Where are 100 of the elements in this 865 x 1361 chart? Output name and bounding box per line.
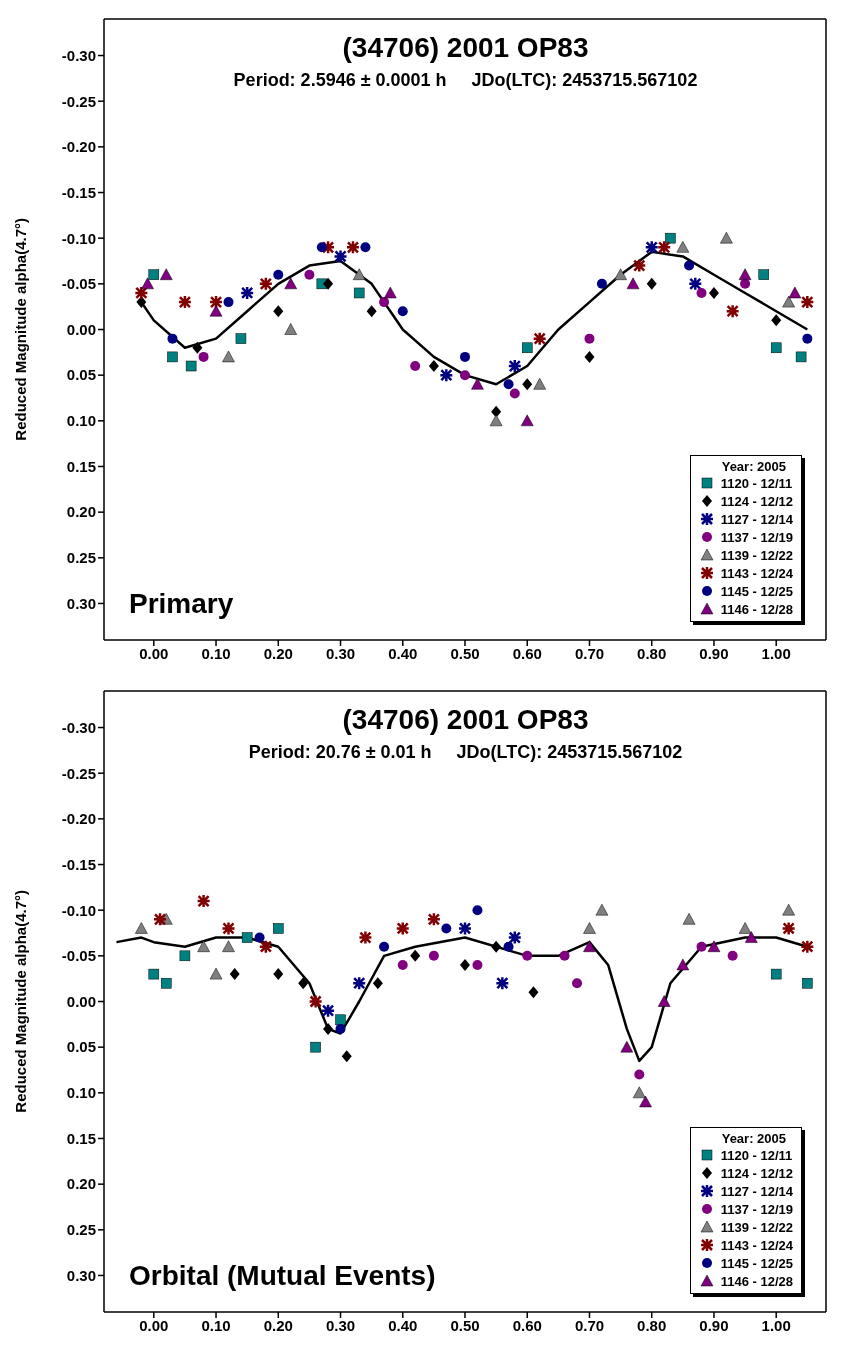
- point: [284, 277, 297, 290]
- point: [727, 950, 738, 961]
- point: [583, 922, 596, 934]
- legend-label: 1145 - 12/25: [720, 583, 793, 599]
- y-tick-label: -0.30: [61, 46, 96, 64]
- point: [684, 260, 695, 271]
- legend-title: Year: 2005: [720, 1131, 787, 1146]
- point: [366, 305, 377, 318]
- point: [491, 940, 502, 953]
- point: [397, 959, 408, 970]
- x-tick-label: 0.80: [637, 1316, 667, 1334]
- point: [316, 242, 327, 253]
- point: [179, 950, 191, 962]
- x-tick-label: 0.50: [450, 1316, 480, 1334]
- y-axis-title: Reduced Magnitude alpha(4.7°): [12, 889, 29, 1113]
- point: [196, 893, 211, 909]
- point: [273, 305, 284, 318]
- point: [235, 333, 247, 344]
- x-tick-label: 0.90: [699, 1316, 729, 1334]
- point: [633, 1086, 646, 1099]
- legend-label: 1143 - 12/24: [720, 565, 793, 581]
- legend-label: 1137 - 12/19: [720, 529, 793, 545]
- point: [507, 930, 523, 945]
- x-tick-label: 0.80: [637, 644, 667, 662]
- point: [626, 277, 640, 290]
- point: [134, 285, 149, 301]
- point: [185, 360, 197, 372]
- point: [471, 378, 484, 390]
- point: [682, 913, 696, 925]
- point: [308, 994, 323, 1009]
- point: [310, 1041, 321, 1053]
- point: [209, 967, 223, 980]
- legend-label: 1127 - 12/14: [720, 1183, 793, 1199]
- y-tick-label: 0.20: [66, 503, 96, 521]
- point: [507, 358, 523, 374]
- point: [720, 231, 733, 244]
- y-tick-label: 0.05: [66, 366, 96, 384]
- point: [639, 1095, 652, 1108]
- y-tick-label: -0.05: [61, 947, 96, 965]
- point: [335, 1023, 346, 1034]
- x-tick-label: 0.00: [139, 1316, 169, 1334]
- point: [273, 968, 284, 981]
- point: [223, 297, 234, 308]
- point: [148, 269, 160, 280]
- point: [782, 295, 795, 308]
- x-tick-label: 0.90: [699, 644, 729, 662]
- point: [460, 958, 470, 971]
- point: [304, 269, 315, 280]
- legend-label: 1146 - 12/28: [720, 601, 793, 617]
- y-tick-label: -0.15: [61, 183, 96, 201]
- y-tick-label: -0.10: [61, 229, 96, 247]
- point: [358, 930, 373, 945]
- point: [352, 268, 366, 280]
- legend-title: Year: 2005: [720, 459, 787, 474]
- y-tick-label: -0.30: [61, 718, 96, 736]
- legend-label: 1139 - 12/22: [720, 547, 793, 563]
- x-tick-label: 0.10: [201, 1316, 231, 1334]
- point: [676, 241, 690, 253]
- text: (34706) 2001 OP83: [341, 704, 590, 736]
- point: [802, 333, 813, 344]
- y-tick-label: -0.15: [61, 855, 96, 873]
- point: [410, 361, 421, 372]
- y-tick-label: 0.10: [66, 1084, 96, 1102]
- point: [583, 940, 596, 952]
- point: [284, 323, 297, 335]
- point: [208, 294, 224, 310]
- legend-label: 1124 - 12/12: [720, 493, 793, 509]
- y-tick-label: 0.00: [66, 320, 96, 338]
- x-tick-label: 0.60: [512, 1316, 542, 1334]
- point: [241, 932, 253, 943]
- point: [572, 978, 583, 989]
- point: [410, 949, 421, 962]
- x-tick-label: 1.00: [761, 644, 791, 662]
- legend-label: 1127 - 12/14: [720, 511, 793, 527]
- point: [379, 297, 390, 308]
- point: [229, 968, 240, 981]
- x-tick-label: 0.50: [450, 644, 480, 662]
- point: [397, 306, 408, 317]
- point: [239, 285, 255, 301]
- point: [457, 921, 473, 936]
- point: [688, 276, 703, 292]
- point: [192, 341, 203, 354]
- legend-label: 1145 - 12/25: [720, 1255, 793, 1271]
- point: [725, 303, 740, 319]
- point: [708, 286, 719, 299]
- point: [771, 314, 782, 327]
- legend-label: 1120 - 12/11: [720, 1147, 793, 1163]
- point: [738, 922, 752, 934]
- y-tick-label: 0.30: [66, 594, 96, 612]
- x-tick-label: 0.00: [139, 644, 169, 662]
- legend-label: 1137 - 12/19: [720, 1201, 793, 1217]
- point: [800, 939, 815, 954]
- point: [788, 286, 802, 299]
- point: [333, 249, 348, 264]
- point: [644, 240, 659, 255]
- point: [384, 286, 397, 299]
- point: [596, 278, 607, 289]
- x-tick-label: 0.20: [263, 644, 293, 662]
- y-tick-label: 0.15: [66, 457, 96, 475]
- point: [198, 351, 209, 362]
